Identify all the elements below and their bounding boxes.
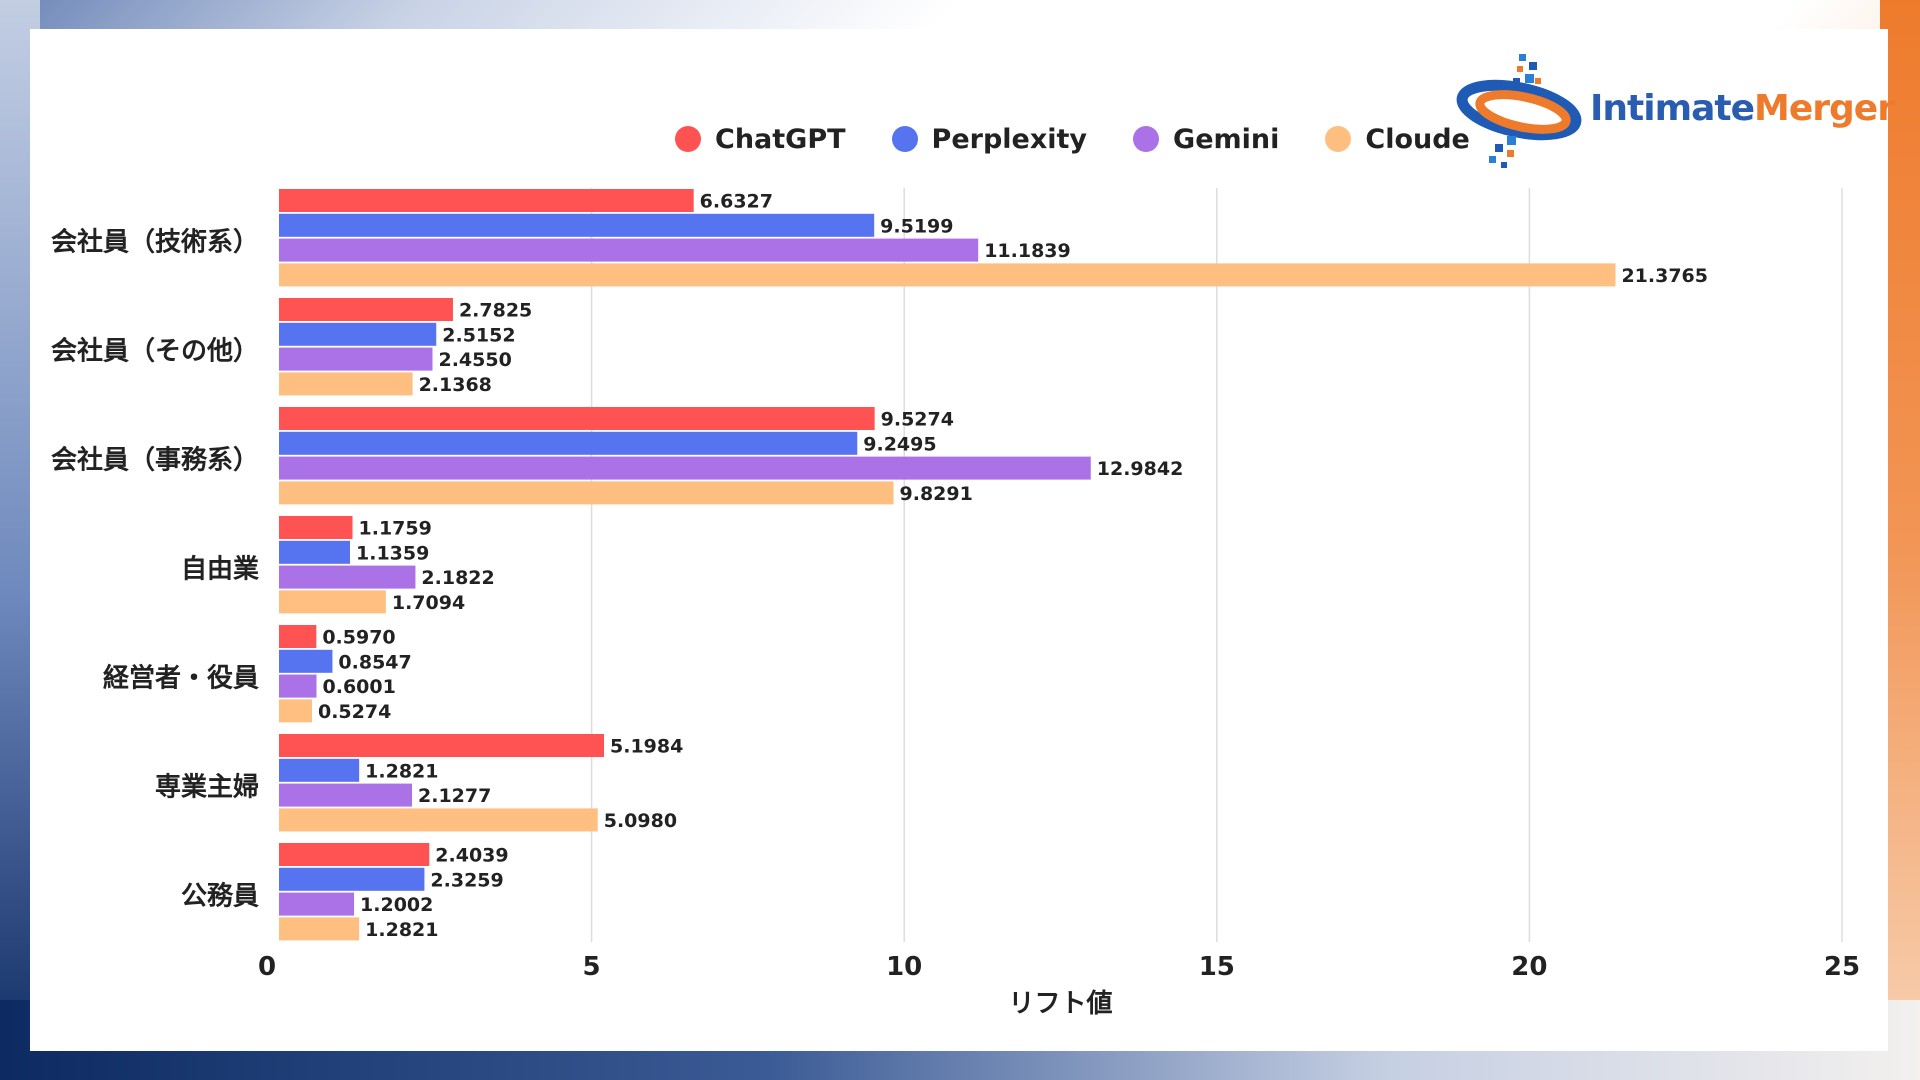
bar-value-label: 1.1759 — [359, 518, 432, 540]
bar-value-label: 0.5970 — [322, 627, 395, 649]
bar-value-label: 2.3259 — [430, 869, 503, 891]
legend-dot-chatgpt — [675, 126, 701, 152]
legend-dot-perplexity — [891, 126, 918, 152]
category-label: 公務員 — [181, 882, 259, 912]
intimate-merger-logo-icon — [1456, 54, 1582, 168]
bar-value-label: 2.4550 — [438, 349, 511, 371]
bar-value-label: 2.1822 — [421, 567, 494, 589]
bar — [279, 322, 437, 346]
x-tick-label: 20 — [1511, 952, 1547, 982]
logo-text-merger: Merger — [1754, 88, 1895, 129]
bar-value-label: 11.1839 — [984, 240, 1071, 262]
company-logo: IntimateMerger — [1455, 48, 1895, 173]
x-tick-label: 10 — [886, 952, 922, 982]
chart-legend: ChatGPT Perplexity Gemini Cloude — [675, 116, 1516, 162]
bar — [279, 758, 360, 782]
bar — [279, 540, 351, 564]
bar — [279, 481, 894, 505]
bar-value-label: 2.7825 — [459, 300, 532, 322]
bar — [279, 867, 425, 891]
bar-value-label: 9.5274 — [881, 409, 954, 431]
x-tick-label: 15 — [1199, 952, 1235, 982]
legend-dot-gemini — [1133, 126, 1160, 152]
bar — [279, 516, 353, 539]
bar — [279, 649, 333, 673]
bar — [279, 298, 453, 321]
bar-value-label: 2.1368 — [419, 374, 492, 396]
bar-value-label: 21.3765 — [1621, 265, 1708, 287]
bar — [279, 372, 413, 396]
bar-value-label: 12.9842 — [1097, 458, 1184, 480]
bar-value-label: 2.4039 — [435, 845, 508, 867]
bar — [279, 189, 694, 212]
bar — [279, 625, 317, 648]
bar — [279, 456, 1091, 480]
bar — [279, 565, 416, 589]
bar-value-label: 0.5274 — [318, 701, 391, 723]
legend-item-cloude: Cloude — [1325, 123, 1470, 155]
x-axis-label: リフト値 — [1008, 989, 1112, 1019]
legend-label: Perplexity — [931, 123, 1088, 155]
bar-value-label: 2.1277 — [418, 785, 491, 807]
legend-label: Gemini — [1173, 123, 1280, 155]
bar-value-label: 5.1984 — [610, 736, 683, 758]
bar-value-label: 1.1359 — [356, 542, 429, 564]
legend-item-gemini: Gemini — [1133, 124, 1279, 155]
x-tick-label: 25 — [1824, 952, 1860, 982]
category-label: 会社員（技術系） — [51, 227, 259, 258]
x-tick-label: 5 — [583, 952, 601, 982]
bar — [279, 734, 605, 757]
bar — [279, 590, 386, 614]
bar — [279, 213, 875, 237]
category-label: 経営者・役員 — [103, 663, 259, 694]
bar — [279, 783, 413, 807]
bar-value-label: 6.6327 — [700, 191, 773, 213]
bar-value-label: 0.8547 — [338, 651, 411, 673]
bar — [279, 699, 312, 723]
bar — [279, 238, 979, 262]
bar — [279, 674, 317, 698]
bar-value-label: 9.5199 — [880, 215, 953, 237]
bar — [279, 892, 355, 916]
bar-value-label: 1.7094 — [392, 592, 465, 614]
logo-wordmark: IntimateMerger — [1590, 88, 1895, 129]
bar-value-label: 1.2821 — [365, 760, 438, 782]
bar — [279, 263, 1616, 287]
bar-value-label: 0.6001 — [323, 676, 396, 698]
bar-value-label: 5.0980 — [604, 810, 677, 832]
bar — [279, 347, 433, 371]
bar — [279, 917, 360, 941]
logo-text-intimate: Intimate — [1590, 88, 1755, 129]
bar-value-label: 2.5152 — [442, 324, 515, 346]
category-label: 自由業 — [181, 554, 259, 585]
bar-value-label: 1.2821 — [365, 919, 438, 941]
bar — [279, 407, 875, 430]
x-tick-label: 0 — [258, 952, 276, 982]
bar-value-label: 9.8291 — [900, 483, 973, 505]
legend-label: Cloude — [1365, 123, 1470, 155]
bar-value-label: 9.2495 — [863, 433, 936, 455]
bar — [279, 843, 430, 866]
legend-dot-cloude — [1325, 126, 1352, 152]
bar — [279, 431, 858, 455]
legend-item-perplexity: Perplexity — [891, 123, 1088, 155]
bar-value-label: 1.2002 — [360, 894, 433, 916]
legend-item-chatgpt: ChatGPT — [675, 124, 846, 155]
legend-label: ChatGPT — [715, 123, 846, 155]
category-label: 専業主婦 — [155, 773, 259, 803]
bar — [279, 808, 598, 832]
category-label: 会社員（その他） — [51, 336, 259, 367]
category-label: 会社員（事務系） — [51, 445, 259, 476]
